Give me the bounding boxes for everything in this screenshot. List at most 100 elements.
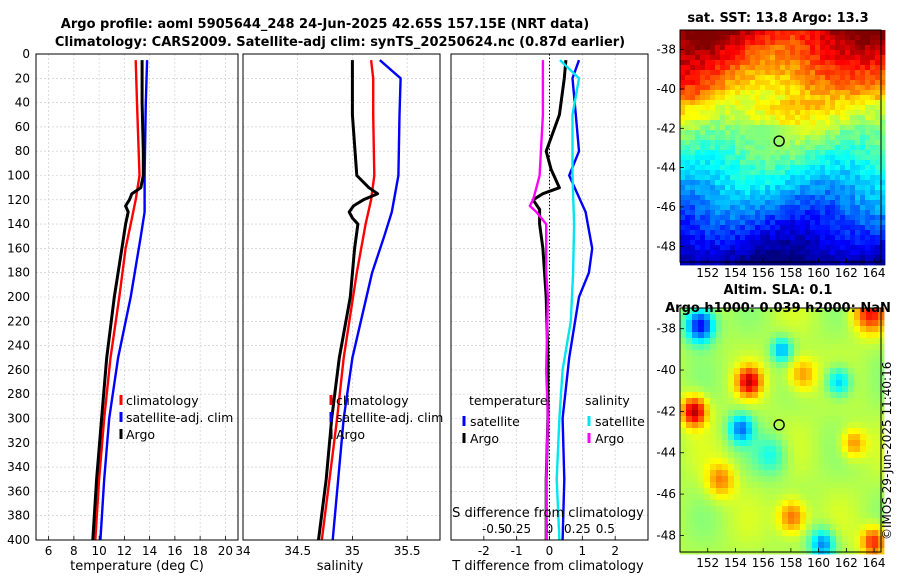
map-cell bbox=[716, 536, 723, 543]
x-tick-label: 10 bbox=[91, 544, 106, 558]
map-cell bbox=[692, 446, 699, 453]
map-cell bbox=[855, 180, 861, 186]
map-cell bbox=[880, 145, 886, 151]
map-cell bbox=[820, 75, 826, 81]
map-cell bbox=[740, 320, 747, 327]
map-cell bbox=[716, 428, 723, 435]
map-cell bbox=[745, 205, 751, 211]
map-cell bbox=[830, 524, 837, 531]
map-cell bbox=[806, 482, 813, 489]
map-cell bbox=[840, 225, 846, 231]
map-cell bbox=[740, 205, 746, 211]
map-cell bbox=[680, 30, 686, 36]
map-cell bbox=[692, 440, 699, 447]
map-cell bbox=[700, 170, 706, 176]
map-cell bbox=[705, 225, 711, 231]
map-cell bbox=[740, 392, 747, 399]
map-cell bbox=[812, 374, 819, 381]
map-cell bbox=[758, 314, 765, 321]
map-cell bbox=[775, 90, 781, 96]
map-cell bbox=[720, 95, 726, 101]
map-cell bbox=[775, 185, 781, 191]
map-cell bbox=[836, 416, 843, 423]
map-cell bbox=[810, 140, 816, 146]
map-cell bbox=[716, 434, 723, 441]
map-cell bbox=[818, 452, 825, 459]
map-cell bbox=[695, 195, 701, 201]
map-cell bbox=[806, 308, 813, 315]
map-cell bbox=[725, 155, 731, 161]
map-cell bbox=[728, 440, 735, 447]
map-cell bbox=[710, 195, 716, 201]
map-cell bbox=[870, 255, 876, 261]
map-cell bbox=[875, 205, 881, 211]
map-cell bbox=[800, 70, 806, 76]
map-cell bbox=[686, 356, 693, 363]
map-cell bbox=[825, 175, 831, 181]
map-cell bbox=[815, 260, 821, 266]
map-cell bbox=[704, 368, 711, 375]
map-cell bbox=[755, 190, 761, 196]
map-cell bbox=[770, 404, 777, 411]
map-cell bbox=[776, 476, 783, 483]
map-cell bbox=[704, 416, 711, 423]
map-cell bbox=[740, 100, 746, 106]
map-cell bbox=[725, 235, 731, 241]
map-cell bbox=[758, 512, 765, 519]
map-cell bbox=[780, 110, 786, 116]
map-cell bbox=[805, 180, 811, 186]
map-cell bbox=[865, 225, 871, 231]
map-cell bbox=[755, 80, 761, 86]
map-cell bbox=[806, 488, 813, 495]
map-cell bbox=[750, 160, 756, 166]
map-cell bbox=[700, 235, 706, 241]
map-cell bbox=[835, 85, 841, 91]
map-cell bbox=[704, 392, 711, 399]
map-cell bbox=[830, 220, 836, 226]
map-cell bbox=[735, 220, 741, 226]
map-cell bbox=[818, 416, 825, 423]
map-cell bbox=[860, 205, 866, 211]
map-cell bbox=[692, 542, 699, 549]
map-cell bbox=[795, 210, 801, 216]
map-cell bbox=[692, 356, 699, 363]
map-cell bbox=[730, 210, 736, 216]
map-cell bbox=[715, 150, 721, 156]
map-cell bbox=[755, 35, 761, 41]
map-cell bbox=[725, 65, 731, 71]
map-cell bbox=[725, 75, 731, 81]
map-cell bbox=[705, 180, 711, 186]
map-cell bbox=[850, 210, 856, 216]
map-cell bbox=[686, 398, 693, 405]
map-cell bbox=[755, 65, 761, 71]
map-cell bbox=[840, 95, 846, 101]
map-cell bbox=[815, 85, 821, 91]
map-cell bbox=[695, 85, 701, 91]
map-cell bbox=[825, 80, 831, 86]
map-cell bbox=[760, 105, 766, 111]
map-cell bbox=[755, 210, 761, 216]
map-cell bbox=[800, 458, 807, 465]
map-cell bbox=[850, 65, 856, 71]
map-cell bbox=[880, 40, 886, 46]
map-cell bbox=[690, 165, 696, 171]
map-cell bbox=[806, 410, 813, 417]
map-cell bbox=[854, 446, 861, 453]
map-cell bbox=[824, 428, 831, 435]
map-cell bbox=[722, 452, 729, 459]
map-cell bbox=[848, 494, 855, 501]
map-cell bbox=[800, 215, 806, 221]
map-cell bbox=[845, 60, 851, 66]
map-cell bbox=[800, 392, 807, 399]
map-cell bbox=[835, 135, 841, 141]
map-cell bbox=[722, 344, 729, 351]
map-cell bbox=[730, 100, 736, 106]
map-cell bbox=[740, 240, 746, 246]
map-cell bbox=[740, 506, 747, 513]
map-cell bbox=[870, 85, 876, 91]
map-cell bbox=[785, 105, 791, 111]
map-cell bbox=[764, 326, 771, 333]
map-cell bbox=[880, 260, 886, 266]
map-cell bbox=[806, 380, 813, 387]
map-cell bbox=[790, 165, 796, 171]
